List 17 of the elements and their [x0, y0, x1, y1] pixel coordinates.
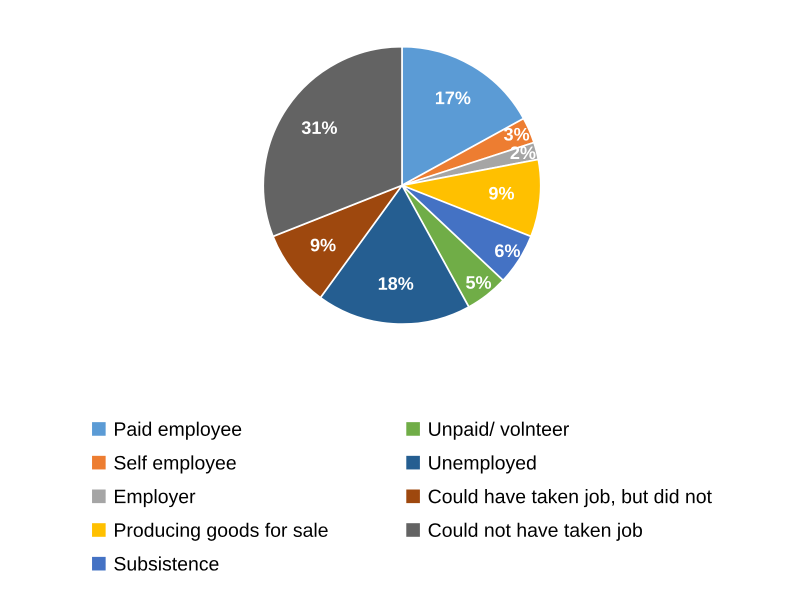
data-label: 9% — [489, 186, 514, 200]
data-label: 9% — [310, 238, 336, 252]
data-label: 31% — [302, 121, 337, 134]
legend-label: Self employee — [114, 455, 236, 474]
legend-label: Employer — [115, 489, 196, 508]
legend-label: Could have taken job, but did not — [428, 489, 712, 508]
legend-label: Unemployed — [429, 455, 536, 474]
data-label: 17% — [436, 92, 470, 104]
data-label: 3% — [504, 128, 530, 141]
legend-label: Producing goods for sale — [115, 522, 328, 541]
legend-label: Subsistence — [114, 556, 218, 571]
data-label: 6% — [495, 244, 520, 258]
legend-label: Unpaid/ volnteer — [429, 422, 569, 440]
legend-label: Paid employee — [115, 422, 242, 440]
data-label: 18% — [378, 277, 414, 290]
data-label: 5% — [466, 276, 492, 289]
legend-label: Could not have taken job — [428, 522, 642, 541]
